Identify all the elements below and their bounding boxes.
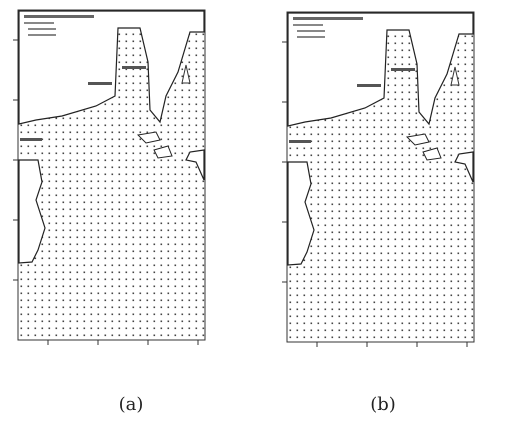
panel-label: (a) (119, 394, 144, 415)
map-panel-a (13, 10, 205, 345)
figure: (a) (b) (0, 0, 532, 446)
panel-label: (b) (370, 394, 396, 415)
map-panel-b (282, 12, 474, 347)
